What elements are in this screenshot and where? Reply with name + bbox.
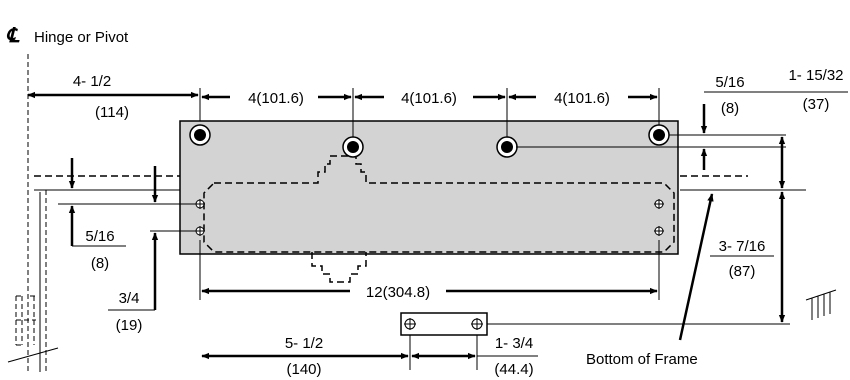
hinge-pivot-label: Hinge or Pivot [34,29,129,46]
mounting-hole-3 [496,136,518,158]
dim-arm-offset-value: 5- 1/2 [285,335,323,352]
dim-arm-depth-value: 3- 7/16 [719,238,766,255]
dim-body-height-value: 1- 15/32 [788,67,843,84]
bottom-tab-outline [311,252,367,283]
dim-arm-width-value: 1- 3/4 [495,335,533,352]
dim-body-length: 12(304.8) [366,284,430,301]
dim-arm-width-metric: (44.4) [494,361,533,378]
mounting-hole-1 [189,124,211,146]
dim-spacing-2: 4(101.6) [401,90,457,107]
closer-body [179,120,679,255]
arm-shoe-hole-right [471,318,483,330]
frame-leader-arrow [678,193,714,341]
bottom-of-frame-label: Bottom of Frame [586,351,698,368]
arm-shoe-hole-left [404,318,416,330]
dim-hinge-offset-value: 4- 1/2 [73,73,111,90]
hinge-blocks [15,295,36,346]
dim-arm-offset-metric: (140) [286,361,321,378]
mounting-hole-4 [648,124,670,146]
door-edge-marks [805,289,837,320]
dim-spacing-1: 4(101.6) [248,90,304,107]
back-plate-outline [203,155,675,253]
extension-lines [58,88,790,370]
dim-left-hole-offset-metric: (8) [91,255,109,272]
dim-spacing-3: 4(101.6) [554,90,610,107]
centerline-symbol: ℄ [6,25,20,47]
dim-hinge-offset-metric: (114) [95,104,129,121]
small-hole-left-bottom [195,226,205,236]
dim-body-height-metric: (37) [803,96,830,113]
small-hole-right-bottom [654,226,664,236]
dim-left-hole-spacing-metric: (19) [116,317,143,334]
dim-left-hole-offset-value: 5/16 [85,228,114,245]
dim-top-offset-value: 5/16 [715,74,744,91]
frame-leader-left [7,347,59,363]
small-hole-left-top [195,199,205,209]
mounting-hole-2 [342,136,364,158]
dim-arm-depth-metric: (87) [729,263,756,280]
dim-left-hole-spacing-value: 3/4 [119,290,140,307]
dim-top-offset-metric: (8) [721,100,739,117]
small-hole-right-top [654,199,664,209]
